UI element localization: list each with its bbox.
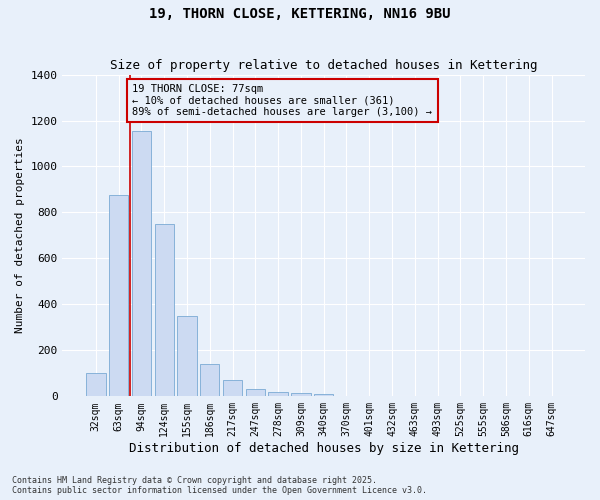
Bar bbox=[245, 390, 265, 396]
Bar bbox=[223, 380, 242, 396]
Bar bbox=[132, 131, 151, 396]
Y-axis label: Number of detached properties: Number of detached properties bbox=[15, 138, 25, 334]
Text: Contains HM Land Registry data © Crown copyright and database right 2025.
Contai: Contains HM Land Registry data © Crown c… bbox=[12, 476, 427, 495]
Bar bbox=[314, 394, 334, 396]
Bar bbox=[155, 224, 174, 396]
Title: Size of property relative to detached houses in Kettering: Size of property relative to detached ho… bbox=[110, 59, 538, 72]
Text: 19 THORN CLOSE: 77sqm
← 10% of detached houses are smaller (361)
89% of semi-det: 19 THORN CLOSE: 77sqm ← 10% of detached … bbox=[133, 84, 433, 117]
Bar bbox=[109, 195, 128, 396]
X-axis label: Distribution of detached houses by size in Kettering: Distribution of detached houses by size … bbox=[129, 442, 519, 455]
Bar bbox=[268, 392, 288, 396]
Bar bbox=[291, 393, 311, 396]
Bar bbox=[178, 316, 197, 396]
Bar bbox=[200, 364, 220, 396]
Bar bbox=[86, 374, 106, 396]
Text: 19, THORN CLOSE, KETTERING, NN16 9BU: 19, THORN CLOSE, KETTERING, NN16 9BU bbox=[149, 8, 451, 22]
